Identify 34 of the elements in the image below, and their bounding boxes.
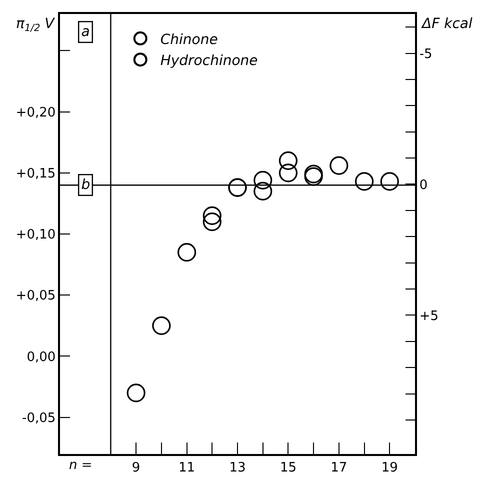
legend-label: Hydrochinone xyxy=(160,53,258,70)
y-tick-label: +0,20 xyxy=(16,105,56,120)
point xyxy=(355,172,374,191)
y2-tick-label: +5 xyxy=(419,308,439,324)
y-tick-label: -0,05 xyxy=(22,410,56,426)
y-tick-label: 0,00 xyxy=(26,350,56,365)
y-tick-label: +0,05 xyxy=(16,288,56,304)
point xyxy=(202,212,222,232)
point xyxy=(126,384,146,402)
x-tick-label: 9 xyxy=(132,460,140,476)
annotation: a xyxy=(81,24,90,40)
x-tick-label: 15 xyxy=(280,460,296,476)
point xyxy=(178,243,196,262)
legend-label: Chinone xyxy=(160,32,218,48)
x-tick-label: 11 xyxy=(178,460,196,476)
y-axis-title: π$_{1/2}$ V xyxy=(16,16,56,34)
x-axis-title: n = xyxy=(69,458,92,473)
y-tick-label: +0,15 xyxy=(16,166,56,182)
x-tick-label: 17 xyxy=(330,460,348,476)
point xyxy=(254,182,272,201)
x-tick-label: 13 xyxy=(229,460,246,476)
y2-axis-title: ΔF kcal xyxy=(421,16,472,32)
point xyxy=(380,172,399,191)
x-tick-label: 19 xyxy=(381,460,398,476)
point xyxy=(152,316,171,335)
point xyxy=(254,170,272,190)
point xyxy=(278,164,298,182)
point xyxy=(278,151,298,170)
ref-line-label: b xyxy=(81,177,90,194)
point xyxy=(202,206,222,225)
y2-tick-label: -5 xyxy=(419,46,432,62)
y-tick-label: +0,10 xyxy=(16,228,56,243)
y2-tick-label: 0 xyxy=(419,178,428,193)
point xyxy=(330,156,348,175)
